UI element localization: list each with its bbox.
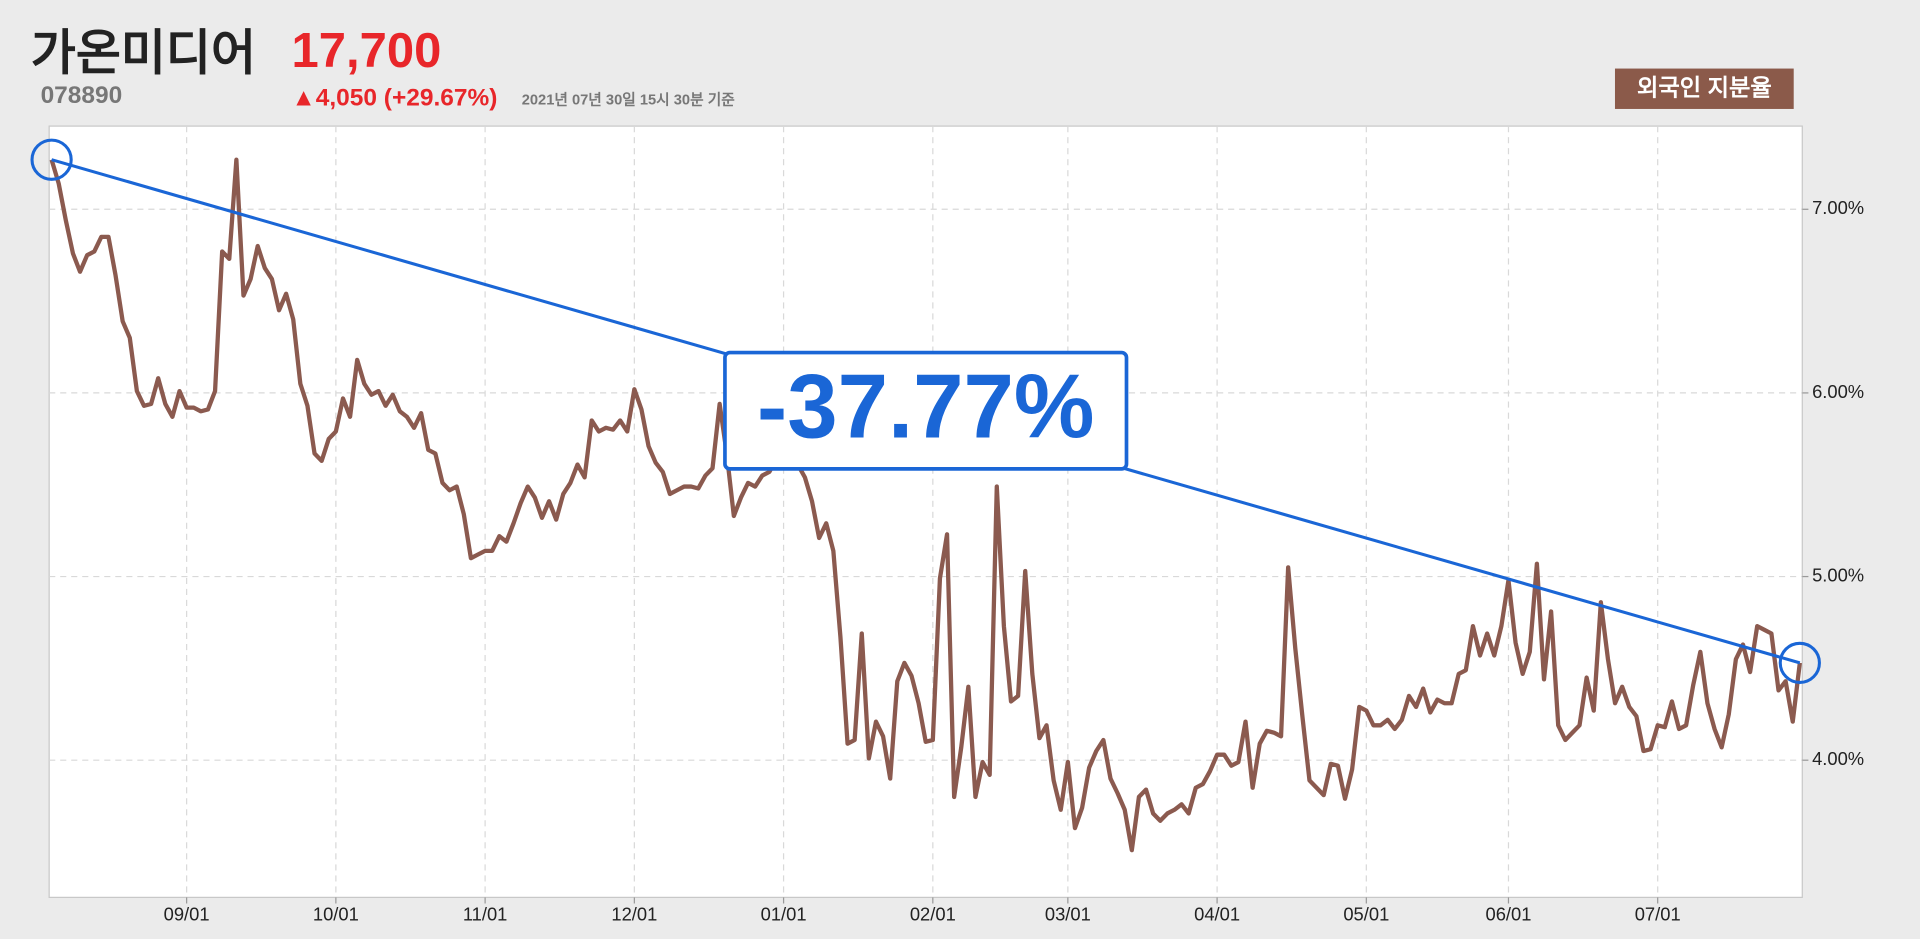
y-tick-label: 6.00% <box>1812 381 1864 402</box>
plot-area <box>48 125 1803 898</box>
x-tick-label: 11/01 <box>463 904 508 925</box>
price: 17,700 <box>292 24 442 78</box>
timestamp: 2021년 07년 30일 15시 30분 기준 <box>522 91 736 108</box>
x-tick-label: 03/01 <box>1045 904 1091 925</box>
legend-label[interactable]: 외국인 지분율 <box>1637 75 1772 101</box>
x-tick-label: 01/01 <box>761 904 807 925</box>
price-change: ▲4,050 (+29.67%) <box>292 85 498 112</box>
x-tick-label: 12/01 <box>611 904 657 925</box>
series-button[interactable] <box>1614 68 1794 109</box>
change-box <box>723 350 1129 471</box>
x-tick-label: 10/01 <box>313 904 359 925</box>
change-label: -37.77% <box>757 357 1094 458</box>
y-tick-label: 5.00% <box>1812 564 1864 585</box>
y-tick-label: 4.00% <box>1812 748 1864 769</box>
grid <box>49 126 1803 898</box>
stock-name: 가온미디어 <box>31 26 256 80</box>
x-tick-label: 05/01 <box>1343 904 1389 925</box>
x-tick-label: 07/01 <box>1635 904 1681 925</box>
trend-end-marker <box>1778 641 1821 684</box>
x-tick-label: 09/01 <box>164 904 210 925</box>
y-tick-label: 7.00% <box>1812 197 1864 218</box>
stock-code: 078890 <box>41 82 123 109</box>
trend-start-marker <box>30 138 73 181</box>
x-tick-label: 06/01 <box>1485 904 1531 925</box>
x-tick-label: 04/01 <box>1194 904 1240 925</box>
x-tick-label: 02/01 <box>910 904 956 925</box>
